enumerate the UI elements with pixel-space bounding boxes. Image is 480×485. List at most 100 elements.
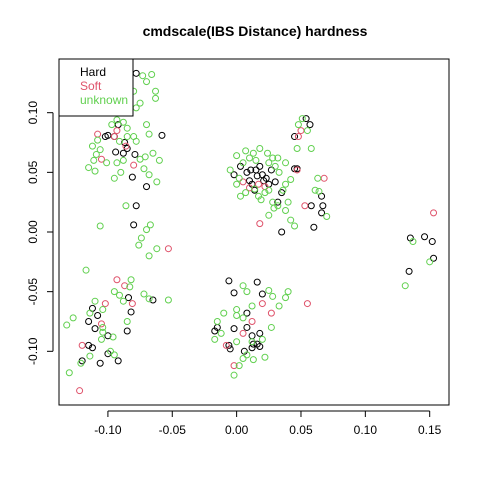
- data-point: [257, 196, 265, 204]
- data-point: [109, 333, 117, 341]
- data-point: [401, 282, 409, 290]
- data-point: [310, 223, 318, 231]
- data-point: [253, 278, 261, 286]
- data-point: [130, 161, 138, 169]
- data-point: [121, 139, 129, 147]
- data-point: [115, 291, 123, 299]
- data-point: [115, 137, 123, 145]
- data-point: [269, 198, 277, 206]
- data-point: [430, 209, 438, 217]
- data-point: [287, 176, 295, 184]
- data-point: [307, 202, 315, 210]
- data-point: [121, 282, 129, 290]
- data-point: [77, 359, 85, 367]
- data-point: [97, 320, 105, 328]
- data-point: [287, 216, 295, 224]
- data-point: [243, 309, 251, 317]
- data-point: [136, 155, 144, 163]
- data-point: [230, 325, 238, 333]
- y-tick-label: -0.10: [26, 337, 40, 365]
- data-point: [97, 335, 105, 343]
- data-point: [63, 321, 71, 329]
- data-point: [306, 121, 314, 129]
- data-point: [267, 166, 275, 174]
- legend-entry: Hard: [80, 65, 106, 79]
- x-tick-label: 0.15: [418, 423, 442, 437]
- data-point: [267, 323, 275, 331]
- data-point: [82, 266, 90, 274]
- data-point: [243, 351, 251, 359]
- data-point: [294, 121, 302, 129]
- data-point: [143, 226, 151, 234]
- data-point: [85, 164, 93, 172]
- data-point: [297, 127, 305, 135]
- data-point: [239, 178, 247, 186]
- data-point: [256, 162, 264, 170]
- data-point: [265, 286, 273, 294]
- data-point: [243, 323, 251, 331]
- data-point: [91, 297, 99, 305]
- data-point: [248, 338, 256, 346]
- data-point: [253, 172, 261, 180]
- data-point: [256, 220, 264, 228]
- data-point: [217, 329, 225, 337]
- x-axis: -0.10 -0.05 0.00 0.05 0.10 0.15: [94, 410, 442, 437]
- data-point: [130, 221, 138, 229]
- data-point: [271, 162, 279, 170]
- data-point: [127, 308, 135, 316]
- data-point: [94, 130, 102, 138]
- data-point: [249, 149, 257, 157]
- data-point: [91, 167, 99, 175]
- data-point: [248, 344, 256, 352]
- data-point: [320, 174, 328, 182]
- data-point: [94, 136, 102, 144]
- legend-entry: Soft: [80, 79, 102, 93]
- y-tick-label: 0.00: [26, 220, 40, 244]
- data-point: [230, 371, 238, 379]
- data-point: [123, 133, 131, 141]
- data-point: [265, 211, 273, 219]
- data-point: [233, 152, 241, 160]
- axes: -0.10 -0.05 0.00 0.05 0.10 0.15 -0.10 -0.05 0.00…: [26, 101, 442, 437]
- data-point: [428, 238, 436, 246]
- y-tick-label: 0.10: [26, 101, 40, 125]
- data-point: [140, 165, 148, 173]
- data-point: [110, 351, 118, 359]
- data-point: [247, 166, 255, 174]
- data-point: [76, 387, 84, 395]
- data-point: [114, 357, 122, 365]
- data-point: [135, 241, 143, 249]
- data-point: [251, 185, 259, 193]
- data-point: [153, 245, 161, 253]
- data-point: [298, 115, 306, 123]
- data-point: [110, 133, 118, 141]
- data-point: [85, 317, 93, 325]
- data-point: [233, 338, 241, 346]
- data-point: [122, 142, 130, 150]
- data-point: [255, 180, 263, 188]
- data-point: [275, 168, 283, 176]
- data-point: [122, 202, 130, 210]
- data-point: [279, 186, 287, 194]
- y-tick-label: -0.05: [26, 278, 40, 306]
- data-point: [149, 296, 157, 304]
- data-point: [94, 312, 102, 320]
- data-point: [211, 327, 219, 335]
- data-point: [243, 288, 251, 296]
- data-point: [99, 323, 107, 331]
- data-point: [239, 354, 247, 362]
- data-point: [291, 222, 299, 230]
- data-point: [282, 207, 290, 215]
- data-point: [123, 317, 131, 325]
- data-point: [265, 186, 273, 194]
- x-tick-label: 0.00: [225, 423, 249, 437]
- data-point: [236, 192, 244, 200]
- data-point: [153, 178, 161, 186]
- y-axis: -0.10 -0.05 0.00 0.05 0.10: [26, 101, 54, 365]
- data-point: [249, 356, 257, 364]
- data-point: [92, 150, 100, 158]
- data-point: [96, 146, 104, 154]
- data-point: [282, 159, 290, 167]
